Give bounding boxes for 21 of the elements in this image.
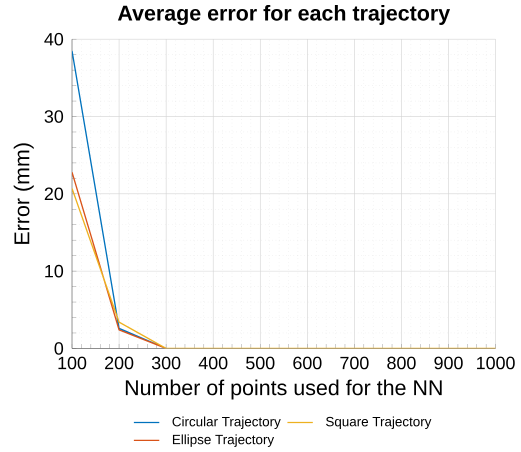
x-tick-label: 900: [434, 356, 463, 370]
x-tick-label: 100: [58, 356, 86, 370]
y-tick-label: 20: [44, 187, 64, 200]
y-tick-label: 40: [44, 32, 64, 46]
x-tick-label: 400: [198, 356, 228, 370]
chart-title: Average error for each trajectory: [118, 4, 450, 25]
x-tick-label: 300: [152, 356, 180, 370]
legend-label: Square Trajectory: [326, 416, 432, 429]
x-axis-title: Number of points used for the NN: [126, 379, 442, 400]
x-tick-label: 700: [340, 356, 369, 370]
x-tick-label: 200: [105, 356, 134, 370]
y-tick-label: 10: [45, 264, 64, 278]
x-tick-label: 800: [387, 356, 416, 370]
y-tick-label: 0: [54, 342, 64, 355]
legend-label: Circular Trajectory: [172, 416, 281, 429]
y-tick-label: 30: [44, 110, 64, 123]
legend-label: Ellipse Trajectory: [172, 434, 274, 447]
y-axis-title: Error (mm): [14, 143, 34, 244]
x-tick-label: 600: [293, 356, 322, 370]
x-tick-label: 500: [246, 356, 274, 370]
x-tick-label: 1000: [477, 356, 515, 370]
